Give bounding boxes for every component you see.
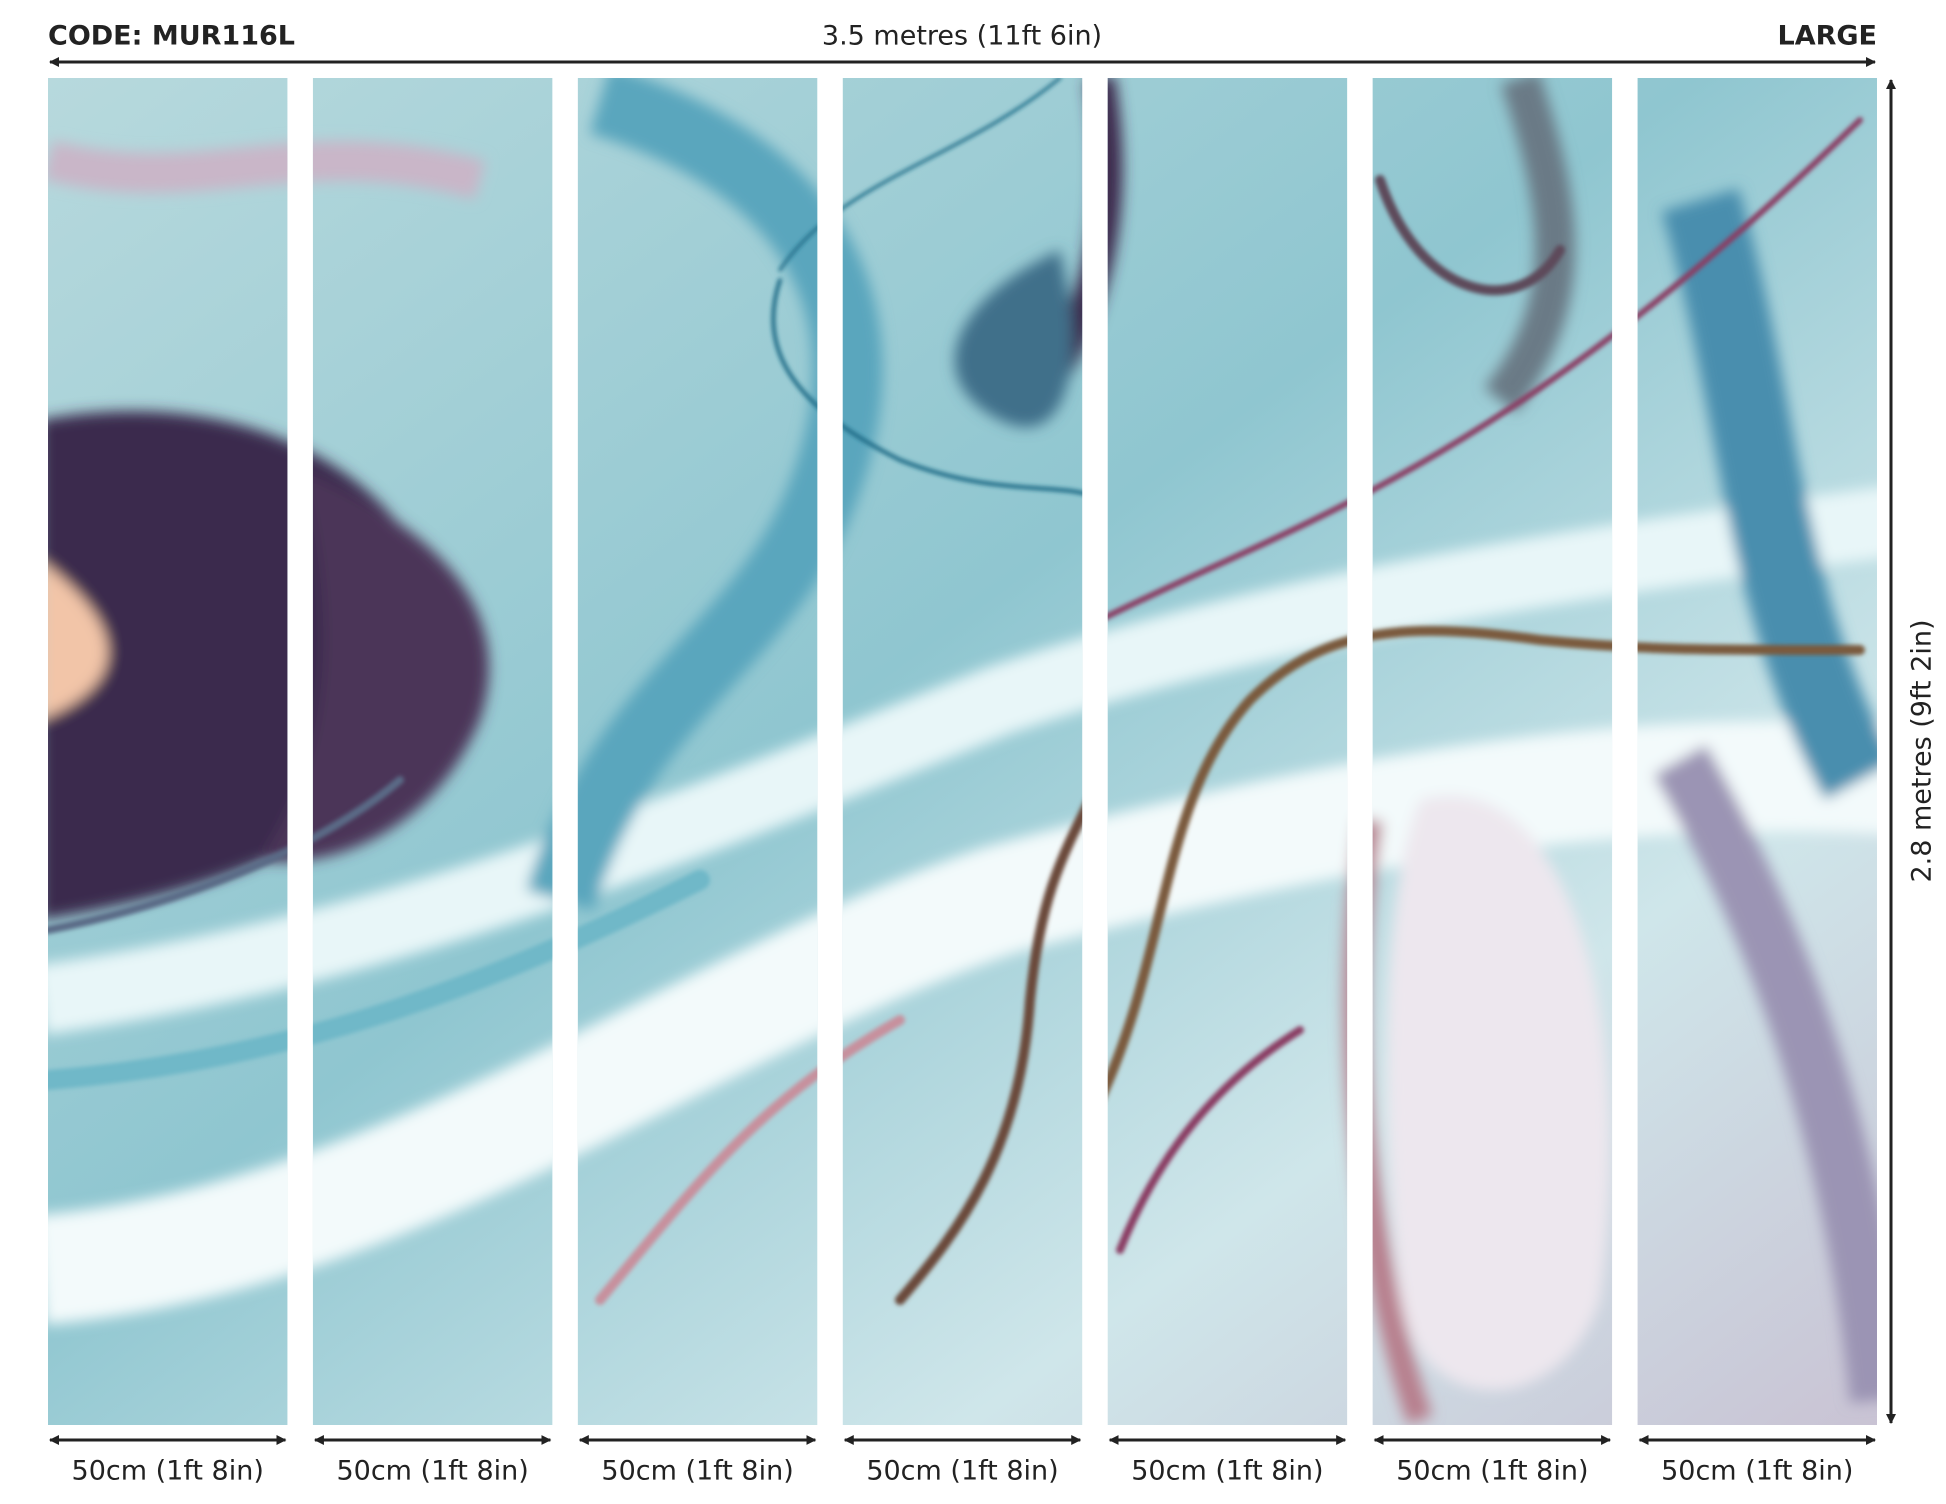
product-code: CODE: MUR116L bbox=[48, 21, 295, 52]
panel-width-label: 50cm (1ft 8in) bbox=[72, 1456, 264, 1487]
total-height: 2.8 metres (9ft 2in) bbox=[1907, 619, 1938, 882]
panel-width-label: 50cm (1ft 8in) bbox=[601, 1456, 793, 1487]
panel-width-label: 50cm (1ft 8in) bbox=[1131, 1456, 1323, 1487]
panel-width-label: 50cm (1ft 8in) bbox=[866, 1456, 1058, 1487]
panel-width-label: 50cm (1ft 8in) bbox=[1396, 1456, 1588, 1487]
panel-width-label: 50cm (1ft 8in) bbox=[336, 1456, 528, 1487]
panel-width-label: 50cm (1ft 8in) bbox=[1661, 1456, 1853, 1487]
marble-artwork bbox=[48, 78, 1877, 1425]
total-width: 3.5 metres (11ft 6in) bbox=[822, 21, 1102, 52]
size-label: LARGE bbox=[1778, 21, 1878, 52]
